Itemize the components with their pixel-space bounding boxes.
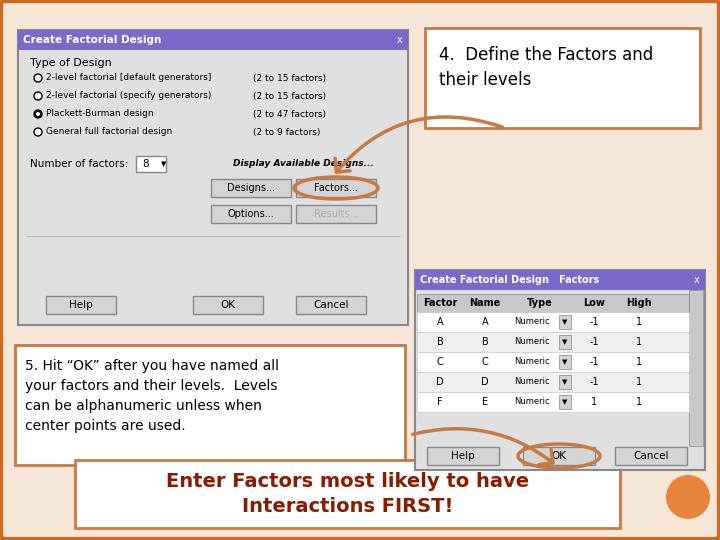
Bar <box>417 372 689 392</box>
Text: -1: -1 <box>589 357 599 367</box>
Text: (2 to 47 factors): (2 to 47 factors) <box>253 110 326 118</box>
Bar <box>296 179 376 197</box>
Text: Factors...: Factors... <box>314 183 358 193</box>
Text: Numeric: Numeric <box>514 318 550 327</box>
Circle shape <box>34 92 42 100</box>
Circle shape <box>36 112 40 116</box>
Text: Numeric: Numeric <box>514 397 550 407</box>
Bar <box>136 156 166 172</box>
Bar <box>415 270 705 290</box>
Text: -1: -1 <box>589 317 599 327</box>
Bar <box>417 332 689 352</box>
Text: B: B <box>436 337 444 347</box>
Text: ▼: ▼ <box>161 161 167 167</box>
Circle shape <box>34 110 42 118</box>
Text: ▼: ▼ <box>562 339 567 345</box>
Text: Designs...: Designs... <box>227 183 275 193</box>
Bar <box>417 312 689 332</box>
Text: ▼: ▼ <box>562 399 567 405</box>
Text: -1: -1 <box>589 337 599 347</box>
Text: Cancel: Cancel <box>634 451 669 461</box>
Text: Factor: Factor <box>423 298 457 308</box>
Text: 1: 1 <box>636 337 642 347</box>
Bar <box>689 290 703 446</box>
Text: x: x <box>694 275 700 285</box>
Text: Create Factorial Design: Create Factorial Design <box>23 35 161 45</box>
Bar <box>18 30 408 50</box>
Bar <box>559 335 571 349</box>
Text: ▼: ▼ <box>562 359 567 365</box>
Text: -1: -1 <box>589 377 599 387</box>
Bar <box>417 392 689 412</box>
Text: Options...: Options... <box>228 209 274 219</box>
Bar <box>559 355 571 369</box>
Text: 1: 1 <box>636 357 642 367</box>
Bar <box>211 179 291 197</box>
FancyArrowPatch shape <box>413 429 553 464</box>
Circle shape <box>666 475 710 519</box>
Text: 2-level factorial [default generators]: 2-level factorial [default generators] <box>46 73 212 83</box>
Text: Numeric: Numeric <box>514 357 550 367</box>
Text: Enter Factors most likely to have
Interactions FIRST!: Enter Factors most likely to have Intera… <box>166 472 529 516</box>
Bar <box>296 205 376 223</box>
Text: Cancel: Cancel <box>313 300 348 310</box>
Circle shape <box>34 128 42 136</box>
Text: Low: Low <box>583 298 605 308</box>
Bar <box>193 296 263 314</box>
FancyArrowPatch shape <box>336 117 503 172</box>
Bar <box>425 28 700 128</box>
Text: Plackett-Burman design: Plackett-Burman design <box>46 110 153 118</box>
Bar <box>523 447 595 465</box>
Bar <box>559 315 571 329</box>
Text: F: F <box>437 397 443 407</box>
Text: Type: Type <box>527 298 553 308</box>
Text: (2 to 15 factors): (2 to 15 factors) <box>253 73 326 83</box>
Text: OK: OK <box>552 451 567 461</box>
Text: 1: 1 <box>636 397 642 407</box>
Text: Help: Help <box>69 300 93 310</box>
Text: 1: 1 <box>636 317 642 327</box>
Bar <box>559 375 571 389</box>
Text: (2 to 15 factors): (2 to 15 factors) <box>253 91 326 100</box>
Text: 8: 8 <box>143 159 149 169</box>
Text: D: D <box>481 377 489 387</box>
Bar <box>296 296 366 314</box>
Text: 1: 1 <box>636 377 642 387</box>
Text: x: x <box>397 35 403 45</box>
Text: C: C <box>436 357 444 367</box>
Text: 4.  Define the Factors and
their levels: 4. Define the Factors and their levels <box>439 46 653 89</box>
Text: ▼: ▼ <box>562 319 567 325</box>
Text: Create Factorial Design   Factors: Create Factorial Design Factors <box>420 275 599 285</box>
Text: 2-level factorial (specify generators): 2-level factorial (specify generators) <box>46 91 212 100</box>
Bar <box>18 30 408 325</box>
Text: 5. Hit “OK” after you have named all
your factors and their levels.  Levels
can : 5. Hit “OK” after you have named all you… <box>25 359 279 433</box>
Text: E: E <box>482 397 488 407</box>
Circle shape <box>34 74 42 82</box>
Text: ▼: ▼ <box>562 379 567 385</box>
Text: Numeric: Numeric <box>514 338 550 347</box>
Bar <box>417 294 689 312</box>
Text: Help: Help <box>451 451 475 461</box>
Text: B: B <box>482 337 488 347</box>
Bar <box>46 296 116 314</box>
Text: Numeric: Numeric <box>514 377 550 387</box>
Text: A: A <box>482 317 488 327</box>
Bar <box>417 352 689 372</box>
Text: OK: OK <box>220 300 235 310</box>
Text: Display Available Designs...: Display Available Designs... <box>233 159 374 168</box>
Bar <box>75 460 620 528</box>
Bar <box>415 270 705 470</box>
Text: Number of factors:: Number of factors: <box>30 159 128 169</box>
Bar <box>615 447 687 465</box>
Text: (2 to 9 factors): (2 to 9 factors) <box>253 127 320 137</box>
Bar <box>211 205 291 223</box>
Text: High: High <box>626 298 652 308</box>
Bar <box>559 395 571 409</box>
Text: 1: 1 <box>591 397 597 407</box>
Text: Results...: Results... <box>314 209 359 219</box>
Text: A: A <box>437 317 444 327</box>
Text: D: D <box>436 377 444 387</box>
Text: General full factorial design: General full factorial design <box>46 127 172 137</box>
Bar <box>15 345 405 465</box>
